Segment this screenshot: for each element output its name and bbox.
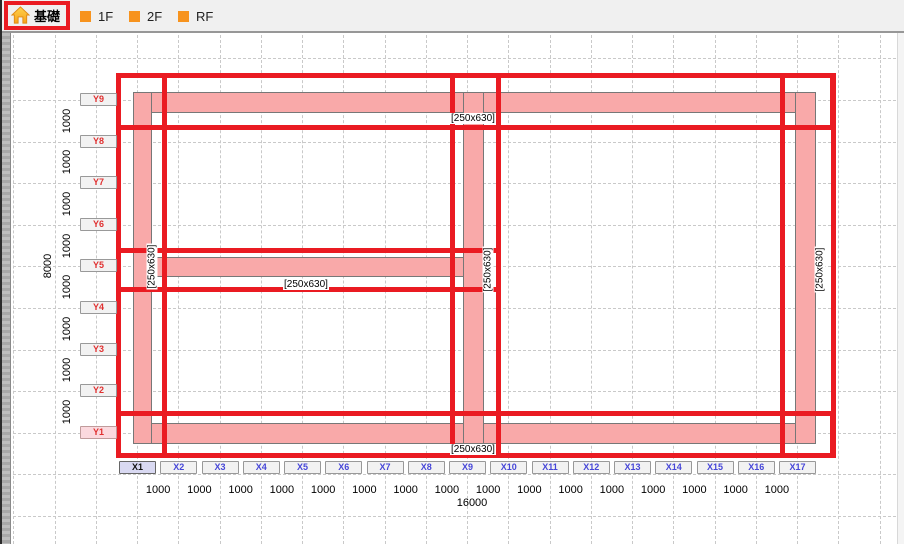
dimension-label-x-bay: 1000	[269, 484, 295, 496]
dimension-label-x-bay: 1000	[599, 484, 625, 496]
size-label-girder-x17: [250x630]	[814, 246, 826, 293]
dimension-label-y-bay: 1000	[61, 150, 73, 175]
dimension-label-x-bay: 1000	[558, 484, 583, 496]
tab-2f[interactable]: 2F	[129, 5, 162, 27]
grid-line	[838, 35, 840, 544]
home-icon	[11, 6, 30, 24]
axis-button-y4[interactable]: Y4	[80, 301, 117, 314]
tab-rf-label: RF	[196, 8, 214, 24]
axis-button-y3[interactable]: Y3	[80, 342, 117, 356]
tab-1f-label: 1F	[98, 8, 114, 24]
axis-button-x6[interactable]: X6	[325, 461, 363, 474]
axis-button-x15[interactable]: X15	[696, 461, 734, 474]
dimension-label-y-bay: 1000	[61, 233, 73, 258]
dimension-label-x-bay: 1000	[434, 484, 460, 496]
window-left-edge	[0, 0, 2, 544]
dimension-label-y-total: 8000	[42, 253, 54, 279]
girder-x17[interactable]	[795, 92, 816, 444]
window-left-gutter	[2, 0, 11, 544]
dimension-label-x-bay: 1000	[228, 484, 253, 496]
dimension-label-x-bay: 1000	[310, 484, 336, 496]
dimension-label-x-bay: 1000	[475, 484, 501, 496]
dimension-label-x-total: 16000	[456, 497, 488, 509]
plan-canvas[interactable]: [250x630] [250x630] [250x630] [250x630] [250…	[11, 33, 897, 544]
axis-button-y8[interactable]: Y8	[80, 134, 117, 148]
dimension-label-y-bay: 1000	[61, 316, 73, 342]
size-label-beam-y5: [250x630]	[283, 279, 329, 290]
axis-button-x11[interactable]: X11	[531, 461, 569, 474]
dimension-label-y-bay: 1000	[61, 108, 73, 134]
dimension-label-x-bay: 1000	[517, 484, 542, 496]
tab-1f[interactable]: 1F	[80, 5, 113, 27]
axis-button-y1[interactable]: Y1	[80, 425, 117, 439]
dimension-label-x-bay: 1000	[640, 484, 666, 496]
grid-line	[13, 516, 896, 517]
axis-button-y2[interactable]: Y2	[80, 384, 117, 398]
tab-2f-label: 2F	[147, 8, 163, 24]
grid-line	[54, 35, 56, 544]
dimension-label-y-bay: 1000	[61, 399, 73, 425]
tab-foundation-label: 基礎	[34, 9, 61, 24]
dimension-label-y-bay: 1000	[61, 358, 73, 383]
floor-tab-bar: 基礎 1F 2F RF	[2, 0, 904, 33]
axis-button-x5[interactable]: X5	[284, 461, 321, 474]
dimension-label-y-bay: 1000	[61, 191, 73, 217]
grid-line	[13, 35, 15, 544]
grid-line	[13, 474, 896, 476]
floor-square-icon	[178, 10, 189, 22]
axis-button-x12[interactable]: X12	[572, 461, 610, 474]
tab-foundation[interactable]: 基礎	[4, 1, 70, 30]
axis-button-x10[interactable]: X10	[490, 461, 528, 474]
axis-button-x9[interactable]: X9	[449, 461, 486, 474]
dimension-label-x-bay: 1000	[352, 484, 377, 496]
tab-rf[interactable]: RF	[178, 5, 213, 27]
axis-button-x2[interactable]: X2	[160, 461, 198, 474]
grid-line	[95, 35, 97, 544]
dimension-label-x-bay: 1000	[723, 484, 748, 496]
window-right-gutter	[897, 33, 904, 544]
axis-button-x16[interactable]: X16	[737, 461, 775, 474]
axis-button-y5[interactable]: Y5	[80, 259, 117, 273]
dimension-label-x-bay: 1000	[764, 484, 790, 496]
axis-button-x17[interactable]: X17	[779, 461, 816, 474]
dimension-label-x-bay: 1000	[145, 484, 171, 496]
axis-button-x13[interactable]: X13	[614, 461, 651, 474]
dimension-label-x-bay: 1000	[393, 484, 418, 496]
dimension-label-x-bay: 1000	[187, 484, 212, 496]
axis-button-y6[interactable]: Y6	[80, 217, 117, 231]
girder-x9[interactable]	[463, 92, 484, 444]
axis-button-x8[interactable]: X8	[407, 461, 445, 474]
beam-y5[interactable]	[151, 257, 464, 277]
size-label-beam-y1: [250x630]	[450, 444, 496, 455]
floor-square-icon	[80, 10, 91, 22]
axis-button-x7[interactable]: X7	[366, 461, 404, 474]
dimension-label-y-bay: 1000	[61, 274, 73, 300]
axis-button-y9[interactable]: Y9	[80, 93, 117, 106]
girder-x1[interactable]	[133, 92, 152, 444]
axis-button-x1[interactable]: X1	[119, 461, 156, 474]
floor-square-icon	[129, 10, 140, 22]
grid-line	[879, 35, 881, 544]
axis-button-x14[interactable]: X14	[655, 461, 693, 474]
size-label-girder-x9: [250x630]	[482, 246, 494, 293]
axis-button-x3[interactable]: X3	[201, 461, 239, 474]
axis-button-x4[interactable]: X4	[242, 461, 280, 474]
axis-button-y7[interactable]: Y7	[80, 176, 117, 190]
grid-line	[13, 58, 896, 60]
dimension-label-x-bay: 1000	[682, 484, 707, 496]
